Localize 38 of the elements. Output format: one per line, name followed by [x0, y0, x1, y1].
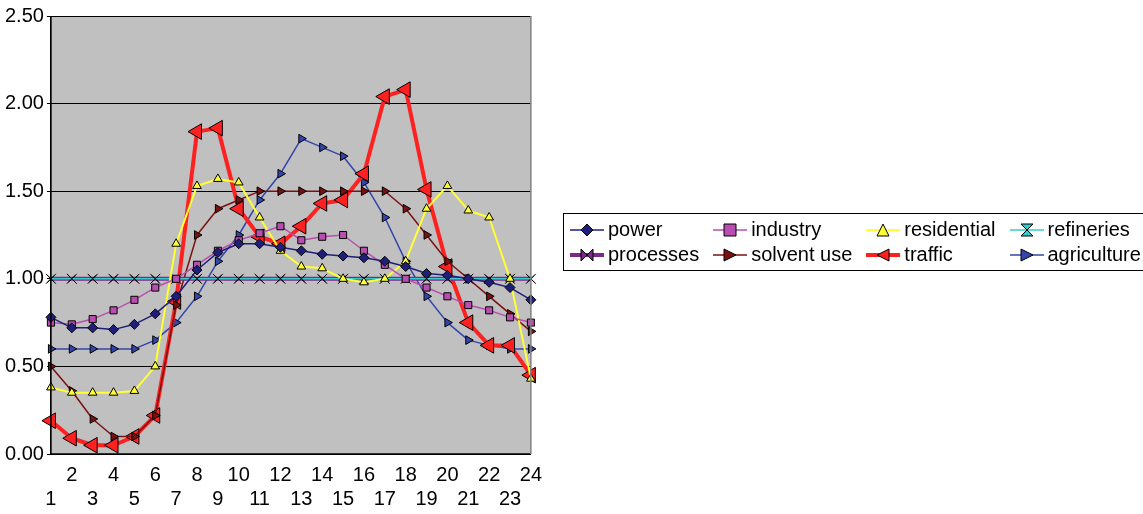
legend-label: residential — [904, 218, 996, 241]
x-tick-label: 24 — [519, 462, 542, 485]
x-tick-label: 12 — [269, 462, 292, 485]
x-tick-label: 5 — [128, 486, 140, 509]
x-tick-label: 8 — [191, 462, 203, 485]
x-tick-label: 7 — [170, 486, 182, 509]
x-tick-label: 13 — [290, 486, 313, 509]
x-tick-label: 14 — [311, 462, 334, 485]
x-tick-label: 2 — [66, 462, 78, 485]
x-tick-label: 10 — [227, 462, 250, 485]
legend-label: agriculture — [1047, 243, 1141, 266]
x-tick-label: 9 — [212, 486, 224, 509]
legend-label: processes — [608, 243, 700, 266]
y-tick-label: 2.50 — [4, 3, 44, 26]
x-tick-label: 4 — [107, 462, 120, 485]
y-tick-label: 0.50 — [4, 353, 44, 376]
x-tick-label: 15 — [331, 486, 355, 509]
legend-label: industry — [751, 218, 822, 241]
legend-label: power — [608, 218, 663, 241]
legend-label: solvent use — [751, 243, 853, 266]
y-tick-label: 2.00 — [4, 91, 44, 114]
x-tick-label: 18 — [394, 462, 417, 485]
x-tick-label: 21 — [457, 486, 480, 509]
y-tick-label: 0.00 — [4, 441, 44, 464]
x-tick-label: 17 — [373, 486, 396, 509]
x-tick-label: 3 — [87, 486, 99, 509]
x-tick-label: 23 — [498, 486, 522, 509]
x-tick-label: 19 — [415, 486, 438, 509]
x-tick-label: 6 — [149, 462, 161, 485]
x-tick-label: 1 — [45, 486, 57, 509]
legend-label: traffic — [904, 243, 953, 266]
y-tick-label: 1.50 — [4, 178, 44, 201]
x-tick-label: 16 — [352, 462, 376, 485]
x-tick-label: 11 — [249, 486, 270, 509]
x-tick-label: 20 — [436, 462, 459, 485]
x-tick-label: 22 — [478, 462, 501, 485]
legend-label: refineries — [1047, 218, 1130, 241]
y-tick-label: 1.00 — [4, 266, 44, 289]
